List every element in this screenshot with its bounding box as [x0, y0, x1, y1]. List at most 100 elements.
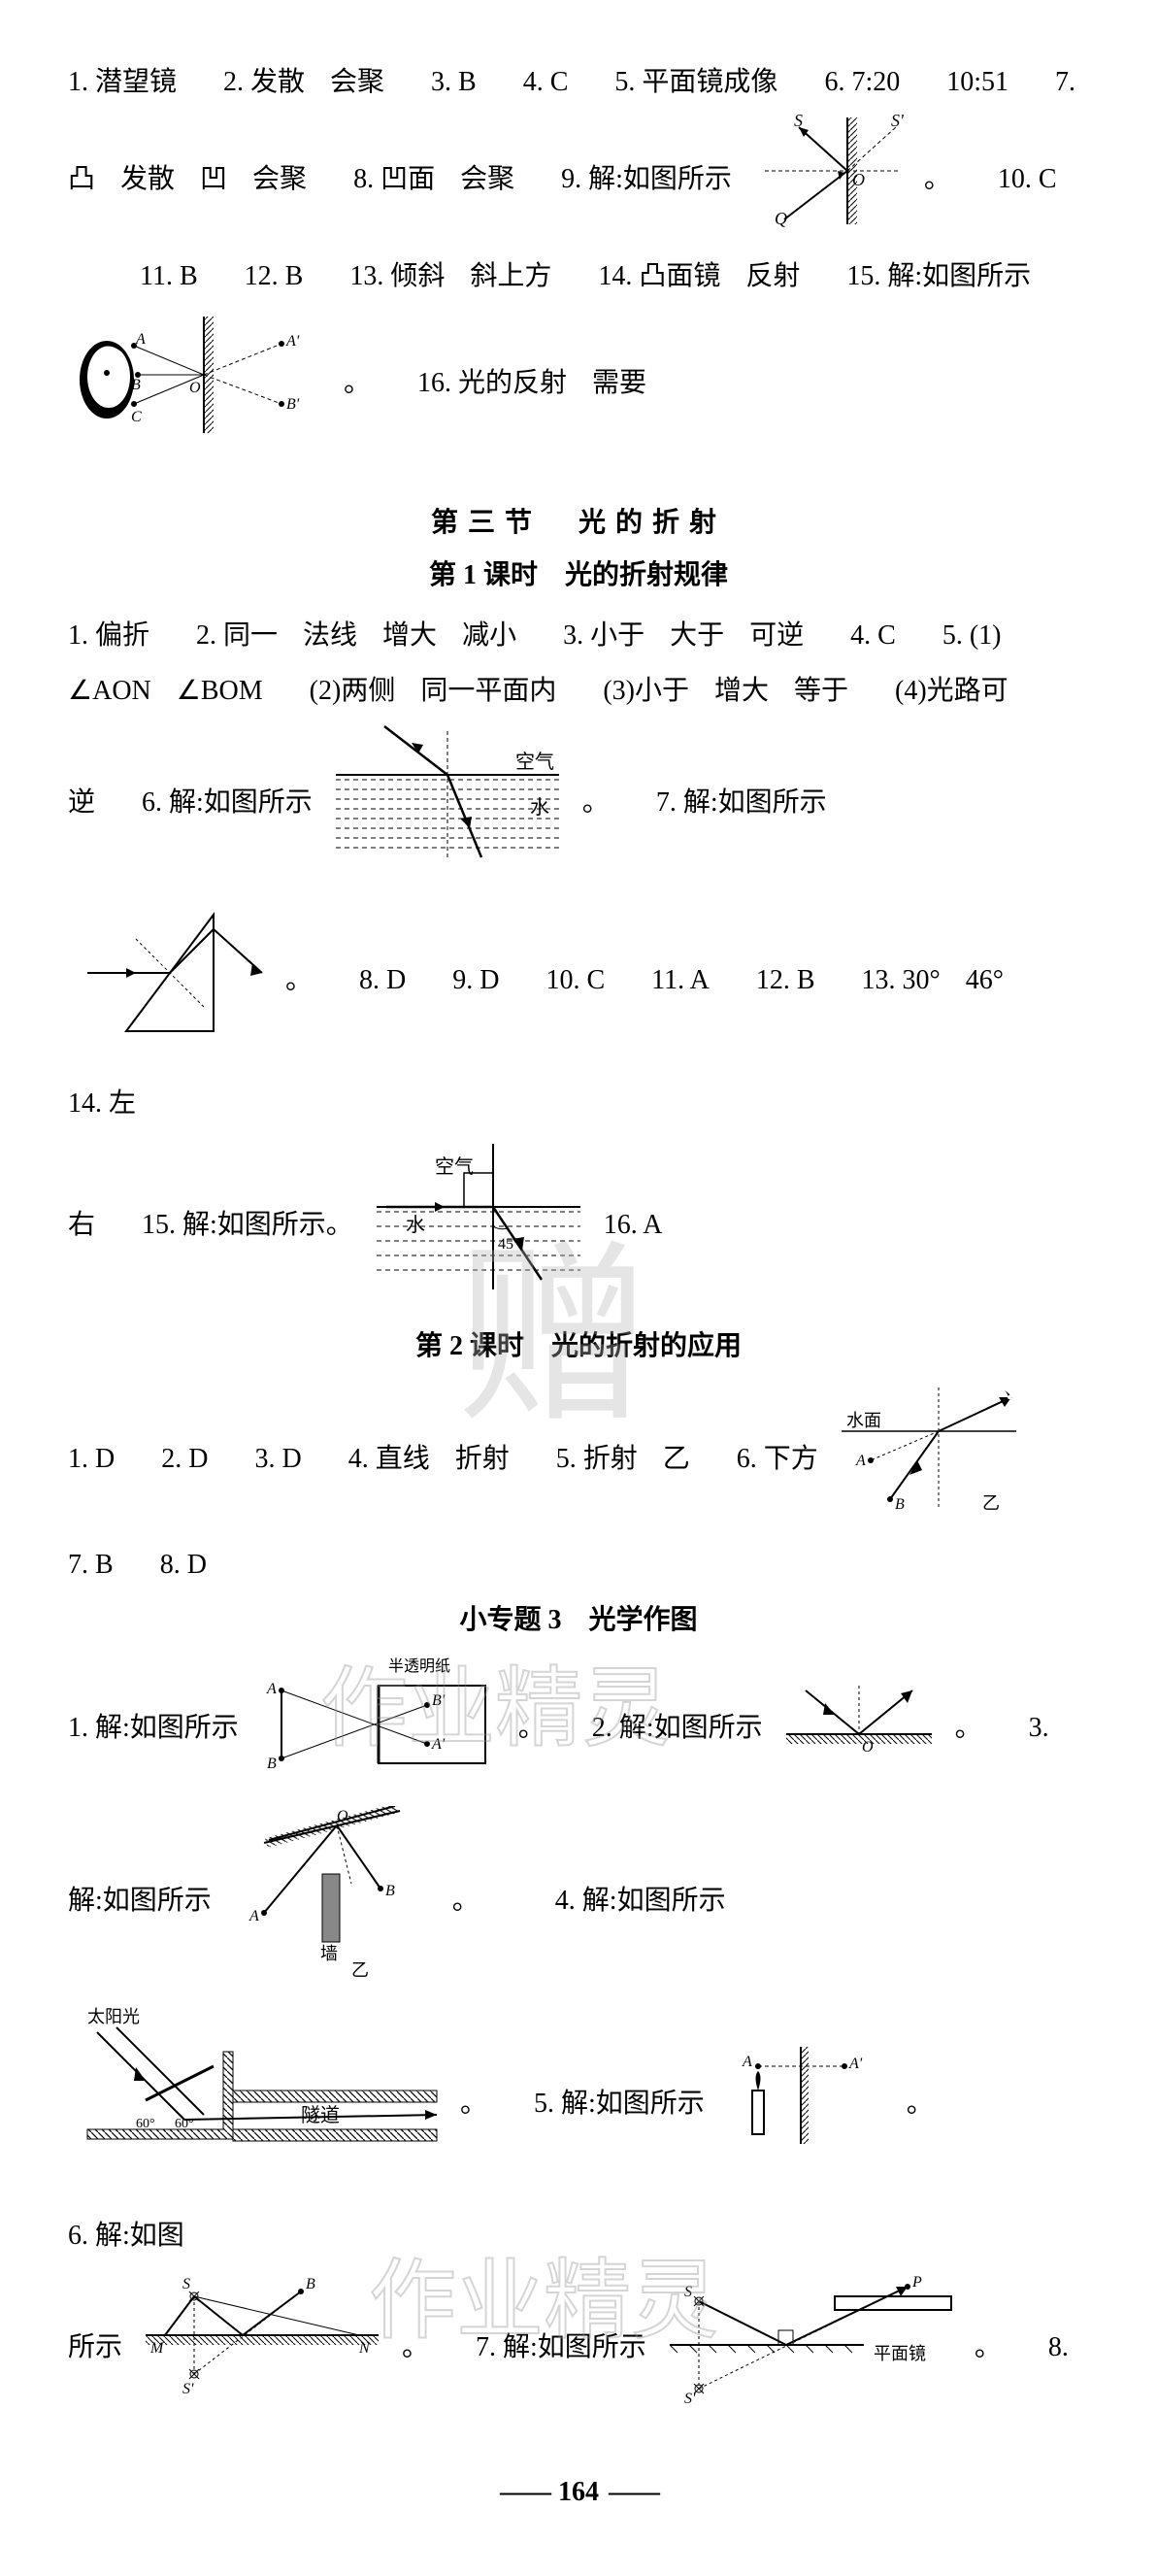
ans-l1-13b: 46° [966, 956, 1004, 1005]
svg-text:A': A' [848, 2056, 863, 2072]
svg-text:Q: Q [775, 209, 787, 228]
ans-l1-5i: 逆 [68, 779, 95, 827]
ans-l1-14: 14. 左 [68, 1080, 136, 1128]
ans-l1-2b: 法线 [303, 612, 357, 660]
ans-1-16b: 需要 [592, 359, 646, 408]
svg-text:空气: 空气 [515, 751, 554, 773]
diagram-t3-q5: A A' [718, 2037, 893, 2170]
ans-1-10: 10. C [998, 155, 1057, 204]
svg-text:水面: 水面 [846, 1411, 881, 1430]
ans-l1-12: 12. B [756, 956, 815, 1005]
svg-text:S: S [182, 2276, 190, 2292]
svg-text:M: M [149, 2340, 165, 2357]
ans-1-2: 2. 发散 [223, 58, 305, 107]
ans-l2-4b: 折射 [455, 1435, 510, 1484]
block1-line2: 凸 发散 凹 会聚 8. 凹面 会聚 9. 解:如图所示 S S' O Q [68, 113, 1089, 246]
ans-l1-8: 8. D [359, 956, 406, 1005]
ans-t3-2dot: 。 [955, 1704, 982, 1753]
ans-l1-5c: (2)两侧 [310, 667, 396, 716]
svg-text:B': B' [432, 1692, 446, 1709]
ans-t3-7: 7. 解:如图所示 [476, 2324, 646, 2372]
ans-l1-3b: 大于 [670, 612, 724, 660]
ans-t3-6: 6. 解:如图 [68, 2212, 184, 2260]
svg-text:P: P [911, 2274, 922, 2291]
lesson1-line4: 。 8. D 9. D 10. C 11. A 12. B 13. 30° 46… [68, 890, 1089, 1129]
ans-l1-2d: 减小 [462, 612, 516, 660]
ans-t3-6dot: 。 [402, 2324, 429, 2372]
ans-l1-5e: (3)小于 [603, 667, 689, 716]
ans-1-13: 13. 倾斜 [349, 252, 445, 301]
topic3-line2: 解:如图所示 墙 乙 A B O 。 4. 解:如图所示 [68, 1806, 1089, 1997]
ans-1-8: 8. 凹面 [353, 155, 435, 204]
diagram-l1-q7 [78, 890, 272, 1072]
svg-text:N: N [358, 2340, 371, 2357]
svg-text:A': A' [285, 333, 300, 350]
ans-1-2b: 会聚 [330, 58, 384, 107]
svg-text:A: A [855, 1453, 866, 1469]
ans-t3-5: 5. 解:如图所示 [534, 2080, 705, 2128]
svg-text:A: A [266, 1681, 277, 1697]
ans-1-7b: 发散 [120, 155, 175, 204]
ans-1-8b: 会聚 [460, 155, 514, 204]
svg-text:半透明纸: 半透明纸 [388, 1657, 450, 1675]
ans-1-11: 11. B [140, 252, 198, 301]
svg-text:A: A [135, 331, 146, 348]
diagram-t3-q4: 太阳光 隧道 60°60° [78, 2003, 446, 2204]
ans-l1-13: 13. 30° [862, 956, 941, 1005]
diagram-q15: A B C A' B' O [78, 307, 330, 459]
ans-t3-6a: 所示 [68, 2324, 122, 2372]
ans-l2-5: 5. 折射 [556, 1435, 638, 1484]
svg-text:S: S [794, 113, 803, 130]
ans-l1-15: 15. 解:如图所示。 [142, 1201, 353, 1250]
svg-text:乙: 乙 [351, 1960, 369, 1980]
ans-t3-1dot: 。 [518, 1704, 545, 1753]
diagram-l1-q15: 45° 空气 水 [367, 1134, 590, 1316]
diagram-q9: S S' O Q [745, 113, 910, 246]
ans-t3-4: 4. 解:如图所示 [555, 1877, 726, 1925]
ans-1-6: 6. 7:20 [824, 58, 900, 107]
ans-l1-16: 16. A [604, 1201, 663, 1250]
svg-text:A: A [248, 1908, 259, 1924]
ans-l2-7: 7. B [68, 1541, 114, 1589]
ans-l1-3c: 可逆 [749, 612, 804, 660]
ans-l1-7: 7. 解:如图所示 [656, 779, 827, 827]
svg-text:水: 水 [530, 796, 549, 819]
svg-text:45°: 45° [498, 1236, 519, 1253]
svg-text:O: O [337, 1808, 348, 1824]
svg-text:乙: 乙 [982, 1493, 1000, 1513]
block1-line1: 1. 潜望镜 2. 发散 会聚 3. B 4. C 5. 平面镜成像 6. 7:… [68, 58, 1089, 107]
ans-l1-2c: 增大 [382, 612, 437, 660]
block1-line3: 11. B 12. B 13. 倾斜 斜上方 14. 凸面镜 反射 15. 解:… [68, 252, 1089, 301]
ans-1-9: 9. 解:如图所示 [561, 155, 732, 204]
ans-l1-6: 6. 解:如图所示 [142, 779, 313, 827]
ans-1-14b: 反射 [745, 252, 800, 301]
lesson2-line2: 7. B 8. D [68, 1541, 1089, 1589]
lesson2-title: 第 2 课时 光的折射的应用 [68, 1322, 1089, 1371]
lesson1-line1: 1. 偏折 2. 同一 法线 增大 减小 3. 小于 大于 可逆 4. C 5.… [68, 612, 1089, 660]
topic3-line3: 太阳光 隧道 60°60° 。 5. 解:如图所示 A [68, 2003, 1089, 2261]
diagram-l2-q6: A B 水面 乙 [832, 1383, 1026, 1535]
block1-line4: A B C A' B' O 。 16. 光的反射 需要 [68, 307, 1089, 459]
svg-text:B: B [267, 1756, 277, 1772]
ans-l1-1: 1. 偏折 [68, 612, 149, 660]
svg-text:空气: 空气 [435, 1155, 474, 1178]
diagram-t3-q3: 墙 乙 A B O [225, 1806, 439, 1997]
ans-l2-6: 6. 下方 [737, 1435, 818, 1484]
svg-text:墙: 墙 [320, 1944, 338, 1963]
svg-text:隧道: 隧道 [301, 2104, 340, 2126]
ans-1-7d: 会聚 [252, 155, 307, 204]
ans-1-13b: 斜上方 [470, 252, 551, 301]
diagram-t3-q7: 平面镜 S S' P [660, 2267, 961, 2429]
lesson1-line3: 逆 6. 解:如图所示 空气 水 。 7. 解:如图所示 [68, 721, 1089, 884]
svg-text:B': B' [286, 396, 300, 413]
svg-text:60°: 60° [175, 2117, 194, 2131]
ans-l1-7dot: 。 [285, 956, 313, 1005]
topic3-title: 小专题 3 光学作图 [68, 1596, 1089, 1645]
ans-l2-1: 1. D [68, 1435, 115, 1484]
svg-text:A': A' [431, 1736, 446, 1753]
ans-l1-5: 5. (1) [942, 612, 1002, 660]
ans-t3-8: 8. [1048, 2324, 1069, 2372]
svg-text:B: B [895, 1496, 905, 1513]
ans-l1-2: 2. 同一 [196, 612, 278, 660]
ans-l1-9: 9. D [452, 956, 499, 1005]
